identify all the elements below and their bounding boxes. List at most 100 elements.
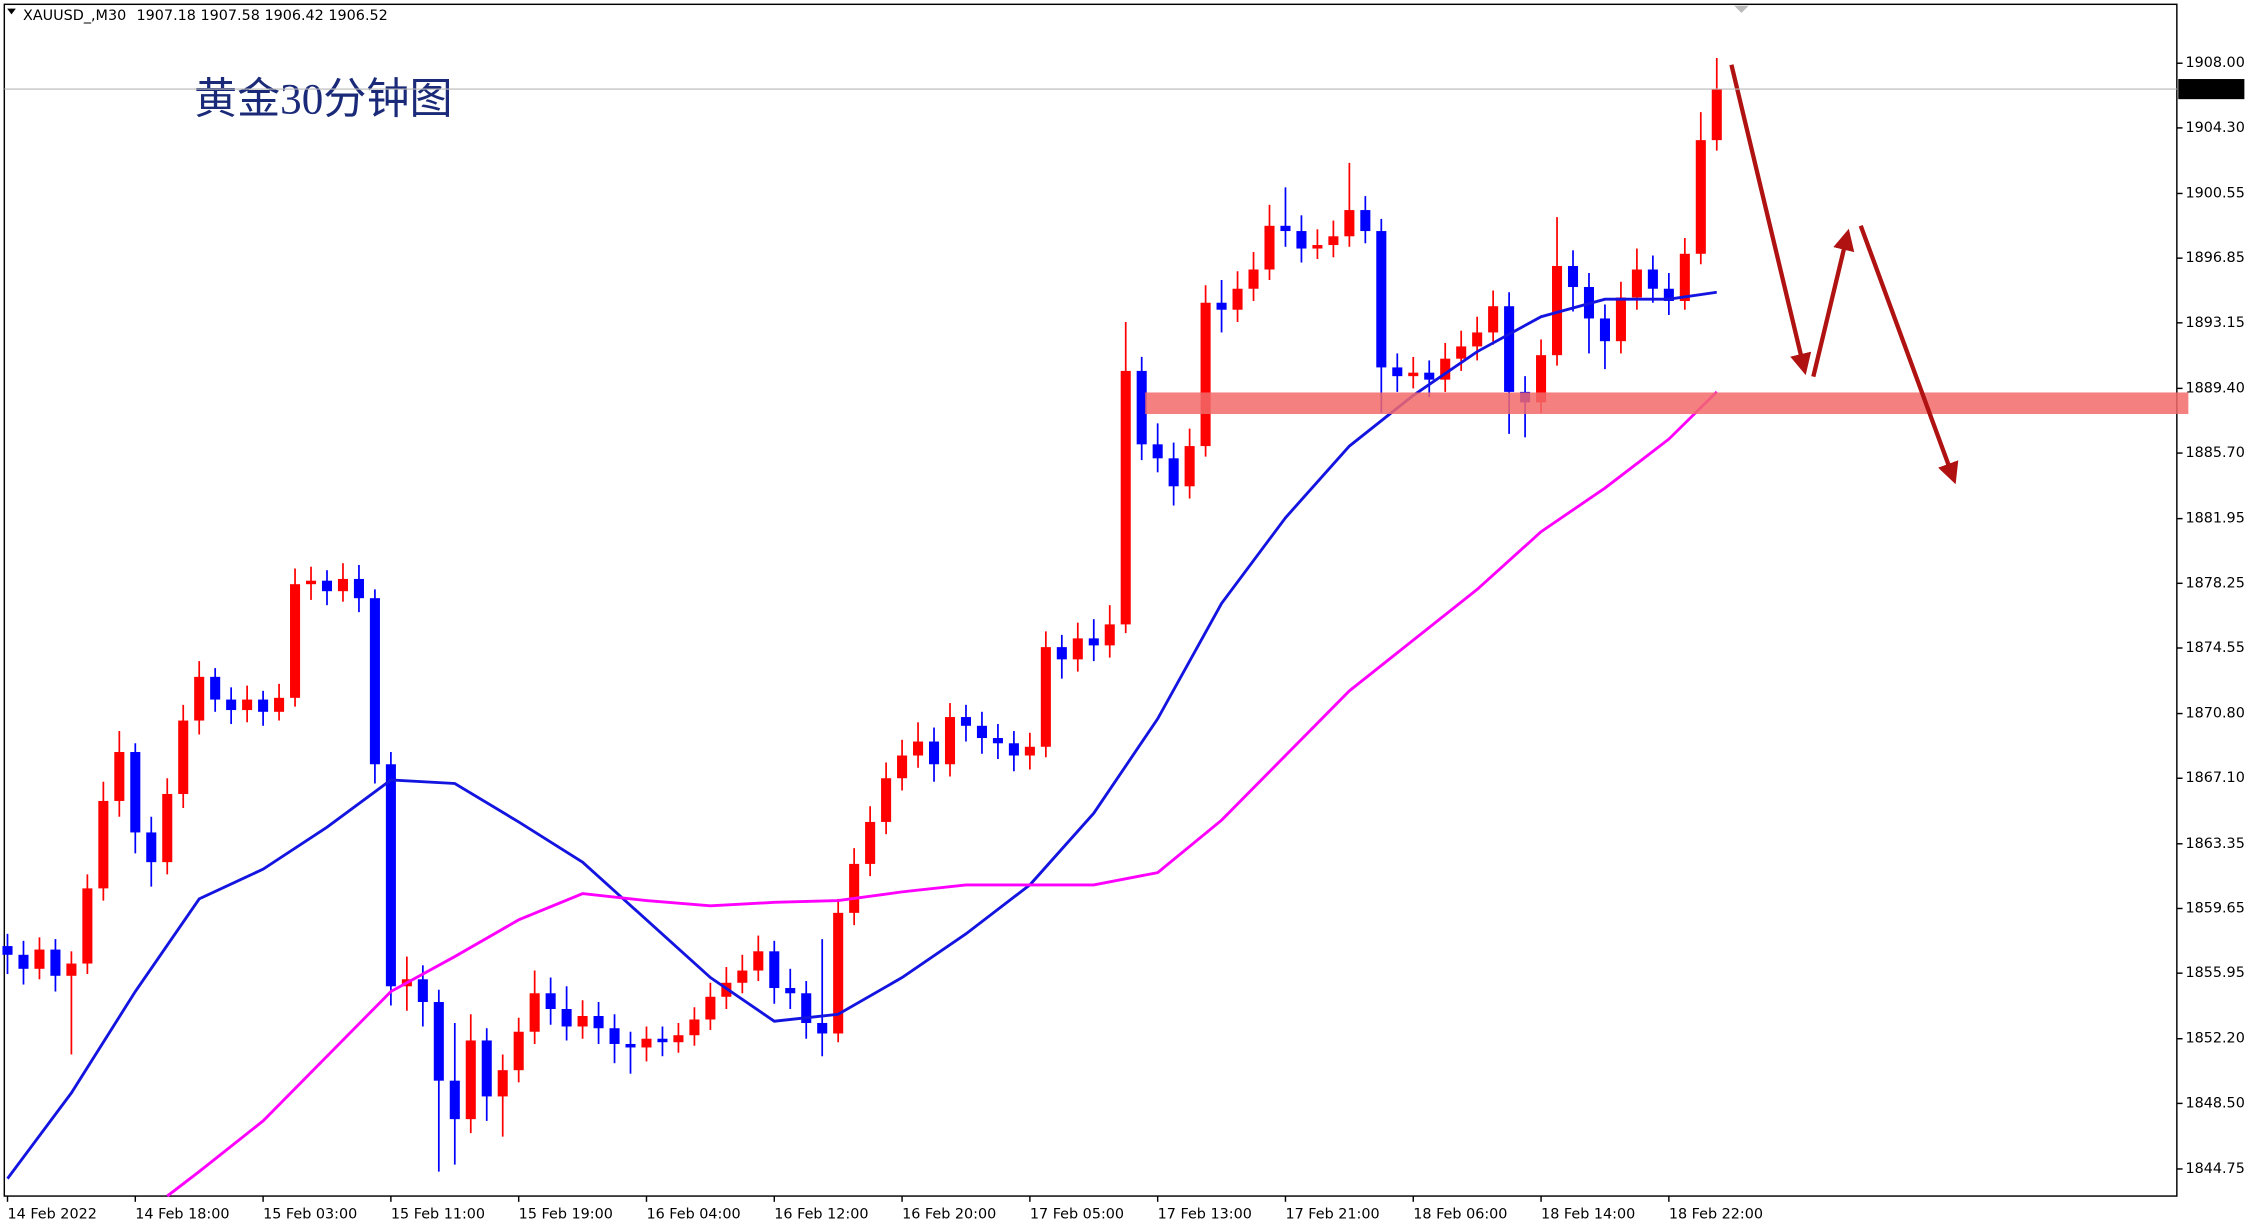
- x-tick-label: 14 Feb 2022: [8, 1207, 97, 1223]
- candle-body: [833, 912, 844, 1034]
- candle-body: [114, 752, 125, 801]
- candle-body: [609, 1028, 620, 1044]
- candle-body: [1567, 266, 1579, 287]
- candle-body: [369, 598, 380, 765]
- header-high: 1907.58: [201, 8, 260, 24]
- candle-body: [1088, 638, 1099, 646]
- candle-body: [210, 676, 221, 700]
- candle-body: [769, 951, 780, 989]
- symbol: XAUUSD_,M30: [23, 8, 126, 24]
- y-tick-label: 1896.85: [2185, 250, 2244, 266]
- shift-marker[interactable]: [1734, 5, 1749, 13]
- y-tick-label: 1852.20: [2185, 1031, 2244, 1047]
- candle-body: [1072, 638, 1083, 660]
- x-tick-label: 15 Feb 03:00: [263, 1207, 357, 1223]
- candle-body: [1104, 624, 1115, 646]
- candle-body: [1488, 306, 1499, 333]
- candle-body: [433, 1002, 444, 1081]
- moving-average: [6, 290, 1717, 1180]
- candle-body: [1344, 210, 1355, 237]
- candle-body: [1552, 266, 1563, 356]
- candle-body: [561, 1009, 572, 1027]
- candle-body: [1599, 318, 1610, 342]
- menu-triangle[interactable]: [7, 8, 16, 15]
- y-tick-label: 1893.15: [2185, 315, 2244, 331]
- candle-body: [944, 717, 956, 765]
- y-tick-label: 1859.65: [2185, 900, 2244, 916]
- candle-body: [1168, 458, 1179, 487]
- candle-body: [1647, 269, 1658, 289]
- candle-body: [1248, 269, 1259, 289]
- candle-body: [18, 954, 29, 969]
- candle-body: [226, 699, 237, 711]
- candle-body: [162, 793, 173, 863]
- y-tick-label: 1863.35: [2185, 836, 2244, 852]
- candle-body: [689, 1019, 700, 1036]
- candle-body: [497, 1070, 508, 1097]
- y-tick-label: 1848.50: [2185, 1095, 2244, 1111]
- y-tick-label: 1900.55: [2185, 185, 2244, 201]
- candle-body: [529, 993, 540, 1032]
- candle-body: [1216, 302, 1227, 310]
- candle-body: [1392, 367, 1403, 377]
- candle-body: [82, 888, 93, 964]
- candle-body: [1376, 231, 1387, 368]
- candle-body: [1296, 231, 1307, 249]
- last-price-label: 1906.52: [2184, 81, 2243, 97]
- candle-body: [1408, 372, 1419, 377]
- arrow-down: [1729, 64, 1812, 376]
- candle-body: [737, 970, 748, 983]
- candle-body: [1440, 358, 1451, 380]
- x-tick-label: 18 Feb 22:00: [1669, 1207, 1763, 1223]
- candle-body: [1456, 346, 1467, 359]
- chart-title: 黄金30分钟图: [194, 75, 453, 123]
- candle-body: [865, 821, 876, 864]
- y-tick-label: 1844.75: [2185, 1161, 2244, 1177]
- candle-body: [801, 993, 812, 1023]
- candle-body: [785, 988, 796, 994]
- y-tick-label: 1855.95: [2185, 965, 2244, 981]
- candle-body: [1711, 89, 1722, 141]
- y-tick-label: 1908.00: [2185, 55, 2244, 71]
- candle-body: [34, 949, 45, 969]
- candle-body: [753, 951, 764, 971]
- candle-body: [1152, 444, 1163, 459]
- candle-body: [897, 755, 908, 779]
- x-tick-label: 15 Feb 19:00: [519, 1207, 613, 1223]
- candle-body: [1184, 446, 1195, 487]
- candle-body: [1695, 140, 1706, 254]
- y-tick-label: 1904.30: [2185, 120, 2244, 136]
- candle-body: [1631, 269, 1642, 298]
- candle-body: [545, 993, 556, 1010]
- candle-body: [1008, 743, 1019, 756]
- candle-body: [913, 741, 924, 756]
- header-low: 1906.42: [264, 8, 323, 24]
- x-tick-label: 17 Feb 05:00: [1030, 1207, 1124, 1223]
- header-close: 1906.52: [328, 8, 387, 24]
- candle-body: [274, 697, 285, 712]
- y-tick-label: 1878.25: [2185, 575, 2244, 591]
- candle-body: [641, 1038, 652, 1048]
- candle-body: [657, 1038, 668, 1043]
- candle-body: [1232, 288, 1243, 310]
- x-tick-label: 18 Feb 14:00: [1541, 1207, 1635, 1223]
- candle-body: [465, 1040, 476, 1120]
- candle-body: [673, 1035, 684, 1043]
- candle-body: [242, 699, 253, 711]
- y-tick-label: 1881.95: [2185, 511, 2244, 527]
- candle-body: [1328, 236, 1339, 246]
- candle-body: [1663, 288, 1674, 301]
- candle-body: [1536, 355, 1547, 403]
- candle-body: [1040, 647, 1051, 747]
- candle-body: [1280, 225, 1291, 232]
- candle-body: [1424, 372, 1435, 380]
- x-tick-label: 15 Feb 11:00: [391, 1207, 485, 1223]
- y-tick-label: 1870.80: [2185, 706, 2244, 722]
- candle-body: [817, 1022, 828, 1034]
- candle-body: [1200, 302, 1211, 447]
- candle-body: [337, 578, 348, 592]
- candle-body: [1615, 297, 1626, 342]
- candle-body: [881, 778, 892, 822]
- candle-body: [976, 725, 987, 739]
- candle-body: [178, 720, 189, 794]
